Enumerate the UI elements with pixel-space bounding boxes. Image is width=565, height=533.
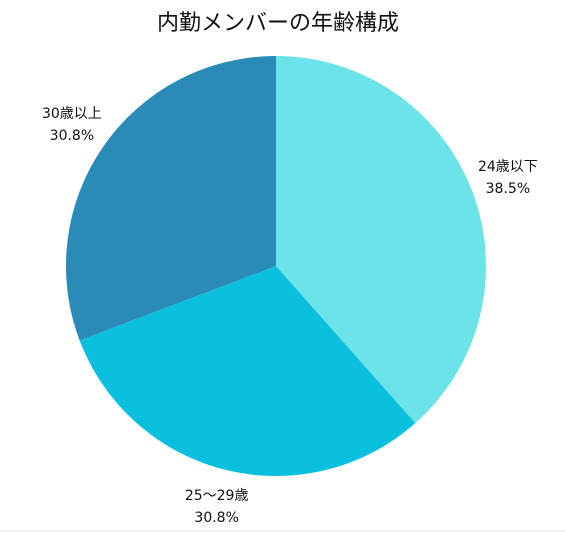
slice-label: 25〜29歳 [185,488,249,504]
pie-slice [79,266,416,477]
chart-title: 内勤メンバーの年齢構成 [157,11,399,36]
pie-slice [65,56,276,341]
slice-value-label: 30.8% [50,128,94,144]
pie-slice [276,56,487,424]
slice-value-label: 30.8% [194,510,238,526]
slice-label: 30歳以上 [42,106,102,122]
slice-value-label: 38.5% [486,181,530,197]
slice-label: 24歳以下 [478,159,538,175]
